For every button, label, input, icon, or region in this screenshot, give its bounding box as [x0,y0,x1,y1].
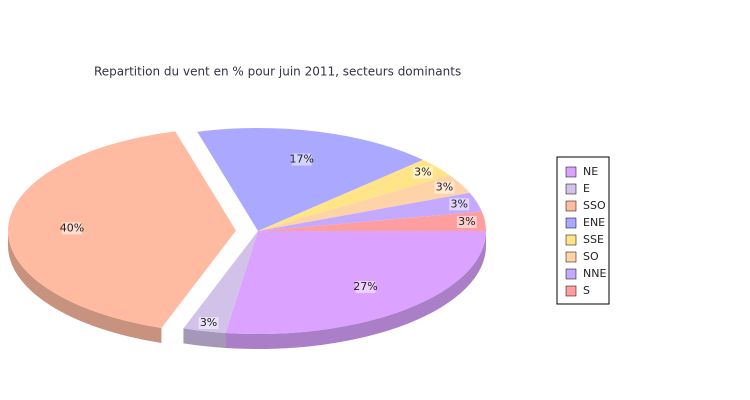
legend-label: NNE [583,267,606,280]
data-label: 3% [436,181,453,194]
slice [8,131,237,329]
legend-swatch [565,268,577,280]
data-label: 3% [458,215,475,228]
label-bg [61,222,82,235]
legend-swatch [565,166,577,178]
legend-swatch [565,200,577,212]
legend-swatch [565,251,577,263]
legend-label: SSE [583,233,604,246]
label-bg [434,181,455,194]
slice-side [183,328,226,348]
slice-side [8,230,162,344]
legend-swatch [565,285,577,297]
slice [258,175,470,231]
data-label: 40% [60,221,84,234]
data-label: 17% [290,153,314,166]
label-bg [355,281,376,294]
slice [183,231,258,333]
slice [197,128,424,231]
slice [258,211,486,231]
label-bg [449,198,470,211]
label-bg [291,153,312,166]
legend-label: SSO [583,199,606,212]
legend [556,156,610,305]
legend-label: SO [583,250,599,263]
label-bg [198,317,219,330]
data-label: 3% [414,165,431,178]
data-label: 3% [200,316,217,329]
legend-swatch [565,234,577,246]
legend-label: S [583,284,590,297]
legend-swatch [565,183,577,195]
slice-side [225,231,486,349]
legend-label: ENE [583,216,605,229]
legend-label: E [583,182,590,195]
label-bg [412,166,433,179]
data-label: 3% [451,197,468,210]
chart-title: Repartition du vent en % pour juin 2011,… [94,65,461,79]
label-bg [456,215,477,228]
legend-swatch [565,217,577,229]
data-label: 27% [353,280,377,293]
slice [258,192,482,231]
legend-label: NE [583,165,598,178]
slice [258,159,450,231]
